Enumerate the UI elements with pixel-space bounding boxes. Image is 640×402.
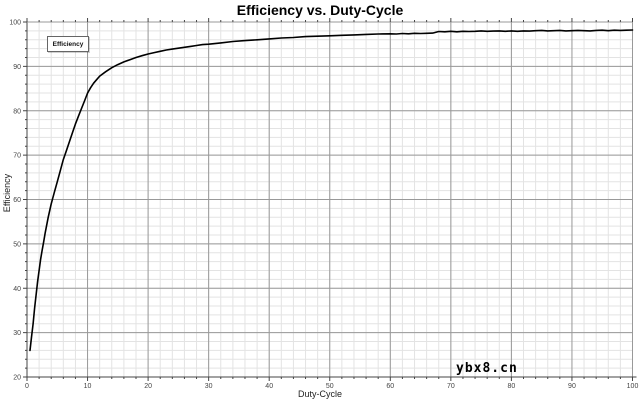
x-tick-label: 30 [205, 383, 213, 390]
x-tick-label: 80 [508, 383, 516, 390]
x-tick-label: 10 [84, 383, 92, 390]
watermark: ybx8.cn [456, 361, 518, 376]
x-tick-label: 50 [326, 383, 334, 390]
y-tick-label: 50 [13, 241, 21, 248]
x-tick-labels: 0 10 20 30 40 50 60 70 80 90 100 [25, 383, 638, 390]
chart-title: Efficiency vs. Duty-Cycle [236, 2, 404, 18]
x-tick-label: 20 [144, 383, 152, 390]
x-tick-label: 90 [568, 383, 576, 390]
y-tick-label: 60 [13, 197, 21, 204]
series-efficiency-line [29, 29, 634, 352]
y-tick-labels: 20 30 40 50 60 70 80 90 100 [9, 20, 21, 382]
y-tick-label: 100 [9, 20, 21, 27]
x-tick-label: 40 [265, 383, 273, 390]
legend[interactable]: Efficiency [47, 36, 89, 52]
grid-major [26, 21, 633, 378]
y-tick-label: 30 [13, 330, 21, 337]
y-tick-label: 90 [13, 64, 21, 71]
y-tick-label: 80 [13, 108, 21, 115]
x-tick-label: 70 [447, 383, 455, 390]
x-tick-label: 60 [386, 383, 394, 390]
y-tick-label: 40 [13, 286, 21, 293]
x-tick-label: 100 [627, 383, 639, 390]
x-tick-label: 0 [25, 383, 29, 390]
y-tick-label: 20 [13, 375, 21, 382]
series-line [29, 29, 634, 352]
ticks [23, 18, 633, 381]
x-axis-title: Duty-Cycle [297, 389, 342, 399]
y-axis-title: Efficiency [2, 173, 12, 213]
legend-label: Efficiency [52, 40, 84, 48]
y-tick-label: 70 [13, 153, 21, 160]
